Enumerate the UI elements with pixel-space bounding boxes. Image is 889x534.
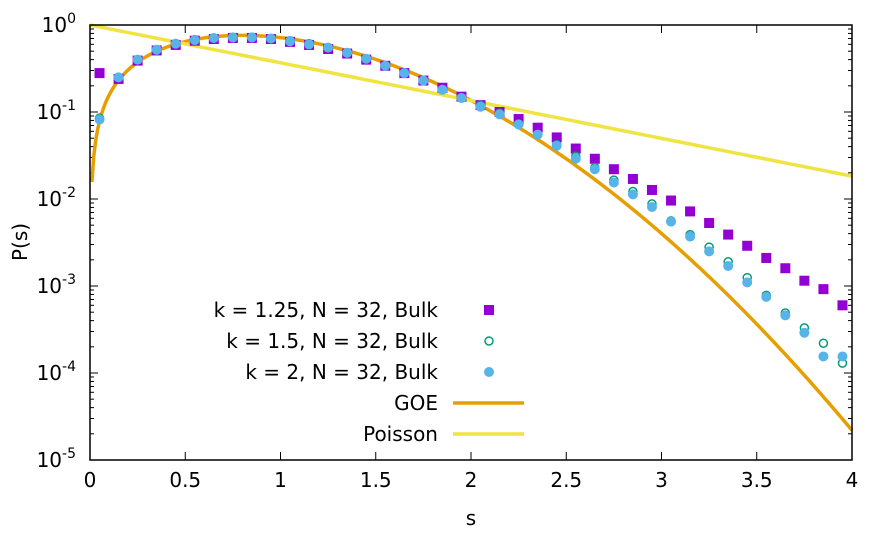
- data-point: [608, 164, 619, 175]
- data-point: [723, 260, 734, 271]
- data-point: [780, 263, 791, 274]
- x-tick-label: 1.5: [360, 468, 392, 492]
- data-point: [704, 217, 715, 228]
- data-point: [685, 231, 696, 242]
- data-point: [361, 53, 372, 64]
- legend-swatch-marker: [484, 336, 494, 346]
- data-point: [532, 122, 543, 133]
- data-point: [818, 351, 829, 362]
- data-point: [208, 32, 219, 43]
- data-point: [532, 129, 543, 140]
- x-tick-label: 3: [655, 468, 668, 492]
- data-point: [94, 68, 105, 79]
- data-point: [246, 32, 257, 43]
- data-point: [380, 60, 391, 71]
- x-tick-label: 1: [274, 468, 287, 492]
- plot-frame: [89, 24, 853, 461]
- legend-label: Poisson: [363, 422, 438, 446]
- series-1-points: [94, 32, 848, 311]
- y-tick-label: 10-1: [37, 98, 76, 124]
- data-point: [799, 275, 810, 286]
- legend-label: GOE: [394, 391, 438, 415]
- legend-label: k = 2, N = 32, Bulk: [245, 360, 438, 384]
- data-point: [666, 216, 677, 227]
- legend-swatch-marker: [484, 305, 494, 315]
- y-tick-label: 10-5: [37, 446, 76, 472]
- data-point: [304, 39, 315, 50]
- data-point: [323, 42, 334, 53]
- data-point: [475, 101, 486, 112]
- data-point: [761, 252, 772, 263]
- data-point: [456, 92, 467, 103]
- data-point: [551, 132, 562, 143]
- legend-swatch-marker: [484, 367, 494, 377]
- data-point: [189, 35, 200, 46]
- axis-ticks: [89, 24, 853, 461]
- y-axis-label: P(s): [8, 223, 32, 261]
- y-tick-label: 10-4: [37, 359, 77, 385]
- data-point: [837, 351, 848, 362]
- data-point: [342, 47, 353, 58]
- data-point: [799, 327, 810, 338]
- y-tick-label: 10-2: [37, 185, 76, 211]
- data-point: [818, 338, 829, 348]
- data-point: [513, 119, 524, 130]
- legend-label: k = 1.25, N = 32, Bulk: [214, 298, 439, 322]
- x-tick-label: 3.5: [741, 468, 773, 492]
- x-tick-label: 2.5: [550, 468, 582, 492]
- data-point: [227, 32, 238, 43]
- x-axis-label: s: [466, 506, 476, 530]
- data-point: [723, 229, 734, 240]
- data-point: [704, 246, 715, 257]
- series-3-points: [94, 32, 848, 362]
- data-point: [742, 277, 753, 288]
- data-point: [151, 44, 162, 55]
- data-point: [608, 177, 619, 188]
- data-point: [646, 184, 657, 195]
- data-point: [551, 140, 562, 151]
- data-point: [265, 33, 276, 44]
- tick-labels: 0 0.5 1 1.5 2 2.5 3 3.5 4 10-5 10-4 10-3 10-2 10-1 100: [37, 11, 859, 492]
- legend-label: k = 1.5, N = 32, Bulk: [226, 329, 438, 353]
- data-point: [170, 38, 181, 49]
- data-point: [589, 153, 600, 164]
- data-point: [285, 36, 296, 47]
- y-tick-label: 10-3: [37, 272, 76, 298]
- data-point: [627, 173, 638, 184]
- data-point: [837, 300, 848, 311]
- data-point: [570, 153, 581, 164]
- data-point: [399, 68, 410, 79]
- legend: k = 1.25, N = 32, Bulk k = 1.5, N = 32, B…: [214, 298, 524, 446]
- data-point: [132, 54, 143, 65]
- data-point: [437, 84, 448, 95]
- data-point: [94, 114, 105, 125]
- data-point: [494, 109, 505, 120]
- series-2-points: [94, 32, 848, 368]
- series-line-poisson: [89, 23, 853, 178]
- data-point: [589, 164, 600, 175]
- data-point: [627, 189, 638, 200]
- data-point: [818, 284, 829, 295]
- data-point: [418, 75, 429, 86]
- data-point: [685, 206, 696, 217]
- data-point: [780, 310, 791, 321]
- data-point: [513, 114, 524, 125]
- plot-area: [89, 23, 854, 432]
- data-point: [761, 291, 772, 302]
- data-point: [666, 195, 677, 206]
- x-tick-label: 2: [465, 468, 478, 492]
- data-point: [742, 240, 753, 251]
- x-tick-label: 0: [84, 468, 97, 492]
- x-tick-label: 0.5: [169, 468, 201, 492]
- x-tick-label: 4: [846, 468, 859, 492]
- data-point: [113, 72, 124, 83]
- data-point: [646, 201, 657, 212]
- series-line-goe: [90, 33, 854, 432]
- y-tick-label: 100: [42, 11, 76, 37]
- data-point: [570, 143, 581, 154]
